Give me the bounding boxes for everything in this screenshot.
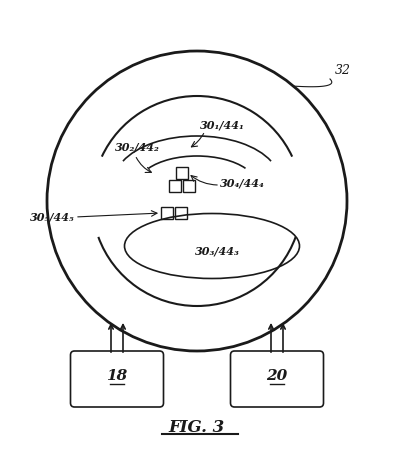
Text: 32: 32	[335, 64, 351, 77]
Bar	[161, 207, 173, 219]
Text: 18: 18	[106, 369, 128, 383]
Bar	[176, 167, 188, 179]
Text: 30₃/44₃: 30₃/44₃	[195, 245, 240, 256]
Text: 30₄/44₄: 30₄/44₄	[220, 178, 265, 189]
Text: 30₁/44₁: 30₁/44₁	[200, 120, 245, 131]
Bar	[169, 180, 181, 192]
Text: 30₂/44₂: 30₂/44₂	[115, 142, 160, 153]
Text: 30₅/44₅: 30₅/44₅	[30, 212, 75, 223]
Text: 20: 20	[266, 369, 288, 383]
Text: FIG. 3: FIG. 3	[169, 418, 225, 436]
Bar	[175, 207, 187, 219]
Bar	[183, 180, 195, 192]
